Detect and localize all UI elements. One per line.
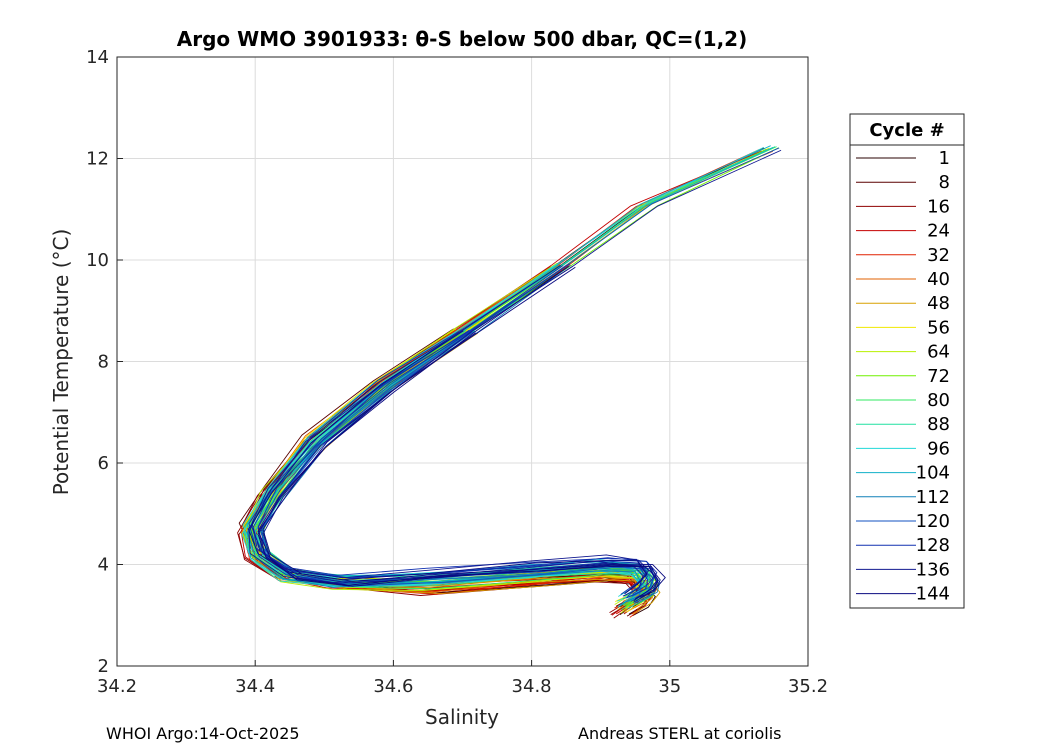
x-tick-label: 34.8 <box>512 676 552 697</box>
legend: Cycle # 1 8 16 24 32 40 48 56 64 72 80 88 96 104 112 12… <box>849 113 965 609</box>
profile-line <box>257 332 659 599</box>
legend-label: 64 <box>927 342 950 363</box>
profile-line <box>246 145 771 597</box>
profile-line <box>254 330 653 603</box>
profile-line <box>240 264 642 611</box>
y-tick-label: 8 <box>98 352 109 373</box>
profile-line <box>245 148 761 615</box>
legend-label: 96 <box>927 438 950 459</box>
profile-line <box>246 264 646 602</box>
profile-line <box>245 148 765 615</box>
y-tick-label: 2 <box>98 656 109 677</box>
legend-label: 128 <box>916 535 950 556</box>
y-tick-label: 4 <box>98 555 109 576</box>
legend-label: 136 <box>916 559 950 580</box>
grid <box>117 57 808 666</box>
y-tick-label: 12 <box>86 149 109 170</box>
profile-line <box>241 265 644 607</box>
legend-box <box>849 113 965 609</box>
profile-line <box>263 147 779 606</box>
profile-line <box>249 147 770 613</box>
legend-label: 120 <box>916 511 950 532</box>
profile-line <box>243 265 642 606</box>
profile-line <box>256 146 777 602</box>
profile-line <box>251 150 774 618</box>
profile-line <box>245 262 638 605</box>
profile-line <box>247 263 641 602</box>
footer-date: WHOI Argo:14-Oct-2025 <box>106 724 300 743</box>
legend-label: 88 <box>927 414 950 435</box>
x-tick-label: 35 <box>658 676 681 697</box>
x-axis-ticks: 34.2 34.4 34.6 34.8 35 35.2 <box>97 660 828 697</box>
profile-line <box>253 146 774 600</box>
x-tick-label: 34.2 <box>97 676 137 697</box>
profile-line <box>247 148 767 607</box>
profile-line <box>250 265 648 597</box>
legend-label: 48 <box>927 293 950 314</box>
profile-line <box>243 146 764 608</box>
y-axis-ticks: 2 4 6 8 10 12 14 <box>86 47 123 677</box>
legend-entries: 1 8 16 24 32 40 48 56 64 72 80 88 96 104 112 120 128 136 1… <box>856 148 950 605</box>
legend-label: 80 <box>927 390 950 411</box>
profile-line <box>242 330 642 597</box>
legend-label: 56 <box>927 317 950 338</box>
profile-line <box>247 332 642 606</box>
profile-line <box>254 146 776 597</box>
profile-line <box>257 147 780 597</box>
legend-label: 8 <box>939 172 950 193</box>
legend-label: 104 <box>916 463 950 484</box>
profile-line <box>246 147 765 607</box>
legend-label: 112 <box>916 487 950 508</box>
y-axis-label: Potential Temperature (°C) <box>49 229 73 496</box>
y-tick-label: 6 <box>98 453 109 474</box>
legend-label: 24 <box>927 221 950 242</box>
x-tick-label: 34.6 <box>373 676 413 697</box>
chart-title: Argo WMO 3901933: θ-S below 500 dbar, QC… <box>177 27 747 51</box>
legend-label: 144 <box>916 584 950 605</box>
x-tick-label: 34.4 <box>235 676 275 697</box>
x-axis-label: Salinity <box>425 705 499 729</box>
series-group <box>237 145 782 619</box>
legend-title: Cycle # <box>869 120 944 141</box>
profile-line <box>257 265 657 602</box>
footer-author: Andreas STERL at coriolis <box>578 724 782 743</box>
profile-line <box>240 150 762 616</box>
profile-line <box>242 149 768 614</box>
x-tick-label: 35.2 <box>788 676 828 697</box>
y-tick-label: 10 <box>86 250 109 271</box>
profile-line <box>248 330 648 594</box>
profile-line <box>252 150 773 614</box>
legend-label: 32 <box>927 245 950 266</box>
legend-label: 16 <box>927 196 950 217</box>
y-tick-label: 14 <box>86 47 109 68</box>
legend-label: 72 <box>927 366 950 387</box>
legend-label: 1 <box>939 148 950 169</box>
legend-label: 40 <box>927 269 950 290</box>
profile-line <box>262 149 782 603</box>
profile-line <box>251 264 650 595</box>
